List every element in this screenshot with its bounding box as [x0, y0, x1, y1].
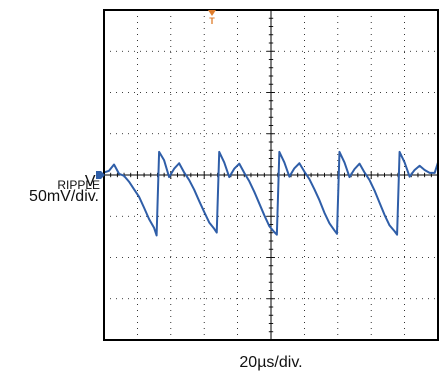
trigger-shape [208, 10, 216, 16]
channel-marker [96, 171, 105, 179]
grid [104, 10, 438, 340]
v-ripple-label: V RIPPLE [57, 173, 100, 192]
trigger-label: T [209, 16, 215, 26]
t-scale-label: 20µs/div. [239, 354, 302, 371]
v-main-label: V [85, 173, 96, 190]
v-sub-label: RIPPLE [57, 178, 100, 192]
trigger-marker: T [208, 10, 216, 26]
v-scale-label: 50mV/div. [29, 188, 99, 205]
channel-shape [96, 171, 105, 179]
ripple-trace-line [103, 150, 439, 237]
ripple-trace [103, 150, 439, 237]
